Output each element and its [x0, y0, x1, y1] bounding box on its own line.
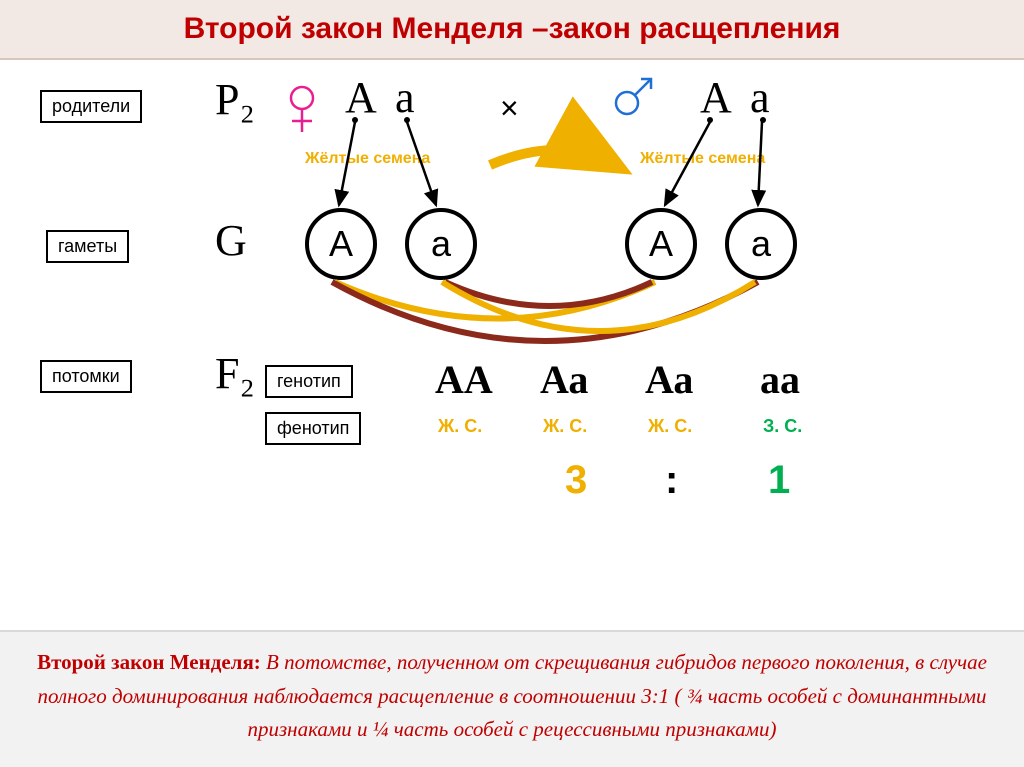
gamete-3-text: А — [649, 223, 673, 265]
gamete-1-text: А — [329, 223, 353, 265]
genotype-2: Аа — [540, 356, 588, 403]
definition-box: Второй закон Менделя: В потомстве, получ… — [0, 630, 1024, 767]
arrow-yellow-cross — [0, 60, 1024, 600]
diagram-area: родители гаметы потомки генотип фенотип … — [0, 60, 1024, 600]
gamete-3: А — [625, 208, 697, 280]
symbol-g: G — [215, 215, 247, 266]
gender-female-icon — [0, 60, 1024, 600]
genotype-1: АА — [435, 356, 493, 403]
arcs-gamete-combinations — [0, 60, 1024, 600]
ratio-sep: : — [665, 458, 678, 503]
label-offspring: потомки — [40, 360, 132, 393]
parent1-allele1: А — [345, 72, 377, 123]
genotype-4: аа — [760, 356, 800, 403]
parent2-allele1: А — [700, 72, 732, 123]
phenotype-1: Ж. С. — [438, 416, 482, 437]
gamete-2-text: а — [431, 223, 451, 265]
label-phenotype: фенотип — [265, 412, 361, 445]
symbol-p2: Р₂ — [215, 74, 255, 125]
label-genotype: генотип — [265, 365, 353, 398]
cross-symbol: × — [500, 90, 519, 127]
arrows-parent-gamete — [0, 60, 1024, 600]
symbol-f2: F₂ — [215, 348, 255, 399]
genotype-3: Аа — [645, 356, 693, 403]
parent1-allele2: а — [395, 72, 415, 123]
parent2-allele2: а — [750, 72, 770, 123]
phenotype-4: З. С. — [763, 416, 802, 437]
seed-label-1: Жёлтые семена — [305, 150, 430, 168]
gamete-1: А — [305, 208, 377, 280]
label-gametes: гаметы — [46, 230, 129, 263]
ratio-recessive: 1 — [768, 458, 790, 503]
label-parents: родители — [40, 90, 142, 123]
gender-male-icon — [0, 60, 1024, 600]
ratio-dominant: 3 — [565, 458, 587, 503]
phenotype-3: Ж. С. — [648, 416, 692, 437]
phenotype-2: Ж. С. — [543, 416, 587, 437]
page-title: Второй закон Менделя –закон расщепления — [184, 12, 841, 45]
seed-label-2: Жёлтые семена — [640, 150, 765, 168]
gamete-4: а — [725, 208, 797, 280]
definition-lead: Второй закон Менделя: — [37, 650, 261, 674]
gamete-4-text: а — [751, 223, 771, 265]
gamete-2: а — [405, 208, 477, 280]
title-bar: Второй закон Менделя –закон расщепления — [0, 0, 1024, 60]
